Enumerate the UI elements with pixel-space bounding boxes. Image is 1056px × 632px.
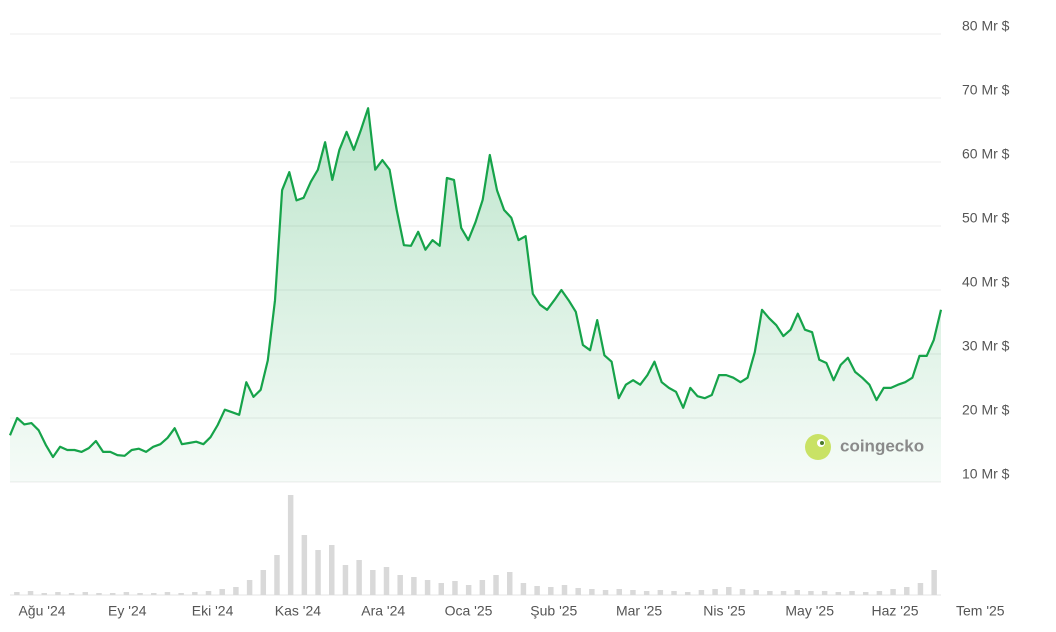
volume-bar xyxy=(82,592,89,595)
volume-bar xyxy=(767,591,773,595)
volume-bar xyxy=(520,583,527,595)
volume-bar xyxy=(205,591,212,595)
volume-bar xyxy=(876,591,883,595)
volume-bar xyxy=(329,545,335,595)
line xyxy=(8,107,943,459)
volume-bar xyxy=(589,589,595,595)
volume-bar xyxy=(192,592,198,595)
x-tick-label: Nis '25 xyxy=(703,603,746,619)
volume-bar xyxy=(643,591,650,595)
volume-bar xyxy=(233,587,239,595)
volume-bar xyxy=(274,555,280,595)
volume-bar xyxy=(506,572,513,595)
x-tick-label: Mar '25 xyxy=(616,603,662,619)
volume-bar xyxy=(904,587,910,595)
volume-bar xyxy=(452,581,458,595)
y-tick-label: 30 Mr $ xyxy=(962,338,1010,354)
logo xyxy=(805,434,831,460)
x-tick-label: Ağu '24 xyxy=(18,603,65,619)
volume-bar xyxy=(890,589,896,595)
volume-bar xyxy=(424,580,431,595)
watermark: coingecko xyxy=(805,434,924,460)
volume-bar xyxy=(260,570,267,595)
volume-bar xyxy=(808,591,814,595)
x-tick-label: Ara '24 xyxy=(361,603,405,619)
volume-bar xyxy=(657,590,664,595)
volume-bar xyxy=(342,565,349,595)
volume-bar xyxy=(616,589,622,595)
x-tick-label: Tem '25 xyxy=(956,603,1005,619)
y-tick-label: 20 Mr $ xyxy=(962,402,1010,418)
x-tick-label: Haz '25 xyxy=(871,603,918,619)
volume-bar xyxy=(438,583,445,595)
volume-bar xyxy=(383,567,390,595)
volume-bar xyxy=(575,588,581,595)
volume-bar xyxy=(27,591,34,595)
volume-bar xyxy=(739,589,746,595)
x-tick-label: Ey '24 xyxy=(108,603,147,619)
volume-bar xyxy=(712,589,718,595)
y-tick-label: 50 Mr $ xyxy=(962,210,1010,226)
watermark-text: coingecko xyxy=(840,436,924,455)
logo-pupil xyxy=(820,441,824,445)
volume-bar xyxy=(862,592,869,595)
volume-bar xyxy=(301,535,308,595)
volume-bar xyxy=(370,570,376,595)
volume-bar xyxy=(548,587,554,595)
volume-bar xyxy=(561,585,568,595)
volume-bar xyxy=(780,591,787,595)
volume-bar xyxy=(123,592,130,595)
volume-bar xyxy=(465,585,472,595)
volume-bar xyxy=(753,590,759,595)
volume-bar xyxy=(55,592,61,595)
volume-bar xyxy=(835,592,842,595)
volume-bar xyxy=(178,593,184,595)
volume-bar xyxy=(287,495,294,595)
y-tick-label: 60 Mr $ xyxy=(962,146,1010,162)
plot: 10 Mr $ 20 Mr $ 30 Mr $ 40 Mr $ 50 Mr $ 60 Mr… xyxy=(8,18,1010,619)
volume-bar xyxy=(397,575,403,595)
volume-bar xyxy=(493,575,499,595)
volume-bar xyxy=(164,592,171,595)
area xyxy=(10,108,941,482)
volume-bar xyxy=(68,593,75,595)
x-tick-label: Oca '25 xyxy=(445,603,493,619)
volume-bar xyxy=(534,586,540,595)
x-tick-label: Kas '24 xyxy=(275,603,321,619)
volume-bar xyxy=(602,590,609,595)
volume-bar xyxy=(246,580,253,595)
y-tick-label: 10 Mr $ xyxy=(962,466,1010,482)
volume-bar xyxy=(671,591,677,595)
volume-bar xyxy=(219,589,225,595)
x-tick-label: Şub '25 xyxy=(530,603,577,619)
volume-bar xyxy=(821,591,828,595)
volume-bar xyxy=(479,580,486,595)
volume-bar xyxy=(315,550,321,595)
volume-bar xyxy=(630,590,636,595)
volume-bar xyxy=(109,593,116,595)
y-tick-label: 80 Mr $ xyxy=(962,18,1010,34)
volume-bar xyxy=(14,592,20,595)
volume-bar xyxy=(411,577,417,595)
volume-bar xyxy=(698,590,705,595)
volume-bar xyxy=(917,583,924,595)
volume-bar xyxy=(726,587,732,595)
volume-bar xyxy=(684,592,691,595)
x-tick-label: May '25 xyxy=(785,603,834,619)
volume-bar xyxy=(96,593,102,595)
volume-bar xyxy=(41,593,47,595)
volume-bar xyxy=(931,570,937,595)
volume-bar xyxy=(356,560,362,595)
volume-bar xyxy=(151,593,157,595)
x-tick-label: Eki '24 xyxy=(192,603,234,619)
volume-bar xyxy=(849,591,855,595)
y-tick-label: 70 Mr $ xyxy=(962,82,1010,98)
volume-bar xyxy=(794,590,800,595)
volume-bar xyxy=(137,593,143,595)
y-tick-label: 40 Mr $ xyxy=(962,274,1010,290)
